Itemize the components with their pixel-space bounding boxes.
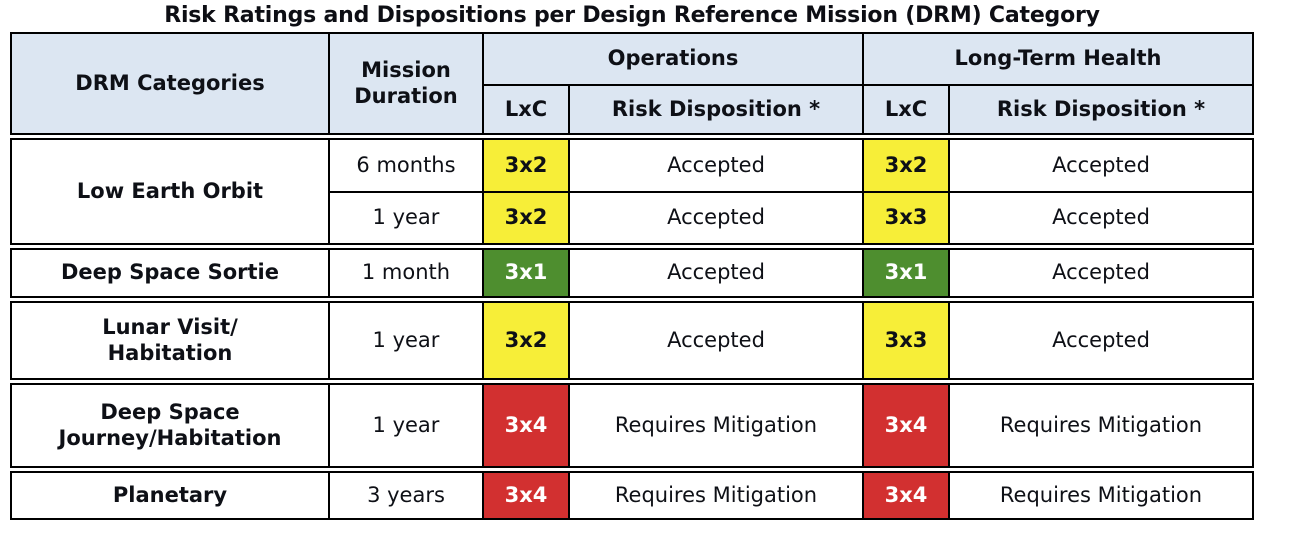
lth-lxc-cell: 3x3 <box>862 303 948 378</box>
col-header-drm-categories: DRM Categories <box>75 70 265 95</box>
duration-cell: 1 year <box>328 303 482 378</box>
ops-lxc-cell: 3x2 <box>482 191 568 243</box>
col-header-lth-lxc: LxC <box>862 84 948 133</box>
ops-disposition-cell: Accepted <box>568 191 862 243</box>
lth-disposition-cell: Accepted <box>948 250 1252 296</box>
lth-disposition-cell: Accepted <box>948 140 1252 191</box>
row-group-deep-space-journey-habitation: Deep Space Journey/Habitation 1 year 3x4… <box>10 383 1254 468</box>
category-cell: Lunar Visit/ Habitation <box>102 314 238 365</box>
ops-lxc-cell: 3x1 <box>482 250 568 296</box>
col-header-operations-lxc: LxC <box>482 84 568 133</box>
ops-disposition-cell: Accepted <box>568 303 862 378</box>
table-header: DRM Categories Mission Duration Operatio… <box>10 32 1254 135</box>
lth-disposition-cell: Accepted <box>948 303 1252 378</box>
risk-rating-table-figure: Risk Ratings and Dispositions per Design… <box>10 0 1254 520</box>
ops-disposition-cell: Accepted <box>568 250 862 296</box>
row-group-lunar-visit-habitation: Lunar Visit/ Habitation 1 year 3x2 Accep… <box>10 301 1254 380</box>
col-header-operations: Operations <box>482 34 862 84</box>
ops-lxc-cell: 3x2 <box>482 140 568 191</box>
row-group-deep-space-sortie: Deep Space Sortie 1 month 3x1 Accepted 3… <box>10 248 1254 298</box>
lth-disposition-cell: Accepted <box>948 191 1252 243</box>
duration-cell: 3 years <box>328 473 482 518</box>
duration-cell: 1 year <box>328 191 482 243</box>
category-cell: Deep Space Journey/Habitation <box>58 399 282 450</box>
col-header-operations-risk-disposition: Risk Disposition * <box>568 84 862 133</box>
row-group-low-earth-orbit: Low Earth Orbit 6 months 3x2 Accepted 3x… <box>10 138 1254 245</box>
col-header-long-term-health: Long-Term Health <box>862 34 1252 84</box>
lth-lxc-cell: 3x2 <box>862 140 948 191</box>
duration-cell: 1 year <box>328 385 482 466</box>
ops-lxc-cell: 3x4 <box>482 385 568 466</box>
category-cell: Deep Space Sortie <box>61 260 279 285</box>
table-title: Risk Ratings and Dispositions per Design… <box>164 3 1100 28</box>
lth-lxc-cell: 3x1 <box>862 250 948 296</box>
lth-lxc-cell: 3x4 <box>862 473 948 518</box>
category-cell: Planetary <box>112 482 228 507</box>
ops-disposition-cell: Accepted <box>568 140 862 191</box>
ops-disposition-cell: Requires Mitigation <box>568 385 862 466</box>
lth-disposition-cell: Requires Mitigation <box>948 385 1252 466</box>
lth-lxc-cell: 3x4 <box>862 385 948 466</box>
ops-lxc-cell: 3x4 <box>482 473 568 518</box>
duration-cell: 6 months <box>328 140 482 191</box>
col-header-mission-duration: Mission Duration <box>328 34 482 133</box>
ops-disposition-cell: Requires Mitigation <box>568 473 862 518</box>
duration-cell: 1 month <box>328 250 482 296</box>
lth-lxc-cell: 3x3 <box>862 191 948 243</box>
lth-disposition-cell: Requires Mitigation <box>948 473 1252 518</box>
col-header-lth-risk-disposition: Risk Disposition * <box>948 84 1252 133</box>
row-group-planetary: Planetary 3 years 3x4 Requires Mitigatio… <box>10 471 1254 520</box>
category-cell: Low Earth Orbit <box>76 178 264 203</box>
ops-lxc-cell: 3x2 <box>482 303 568 378</box>
